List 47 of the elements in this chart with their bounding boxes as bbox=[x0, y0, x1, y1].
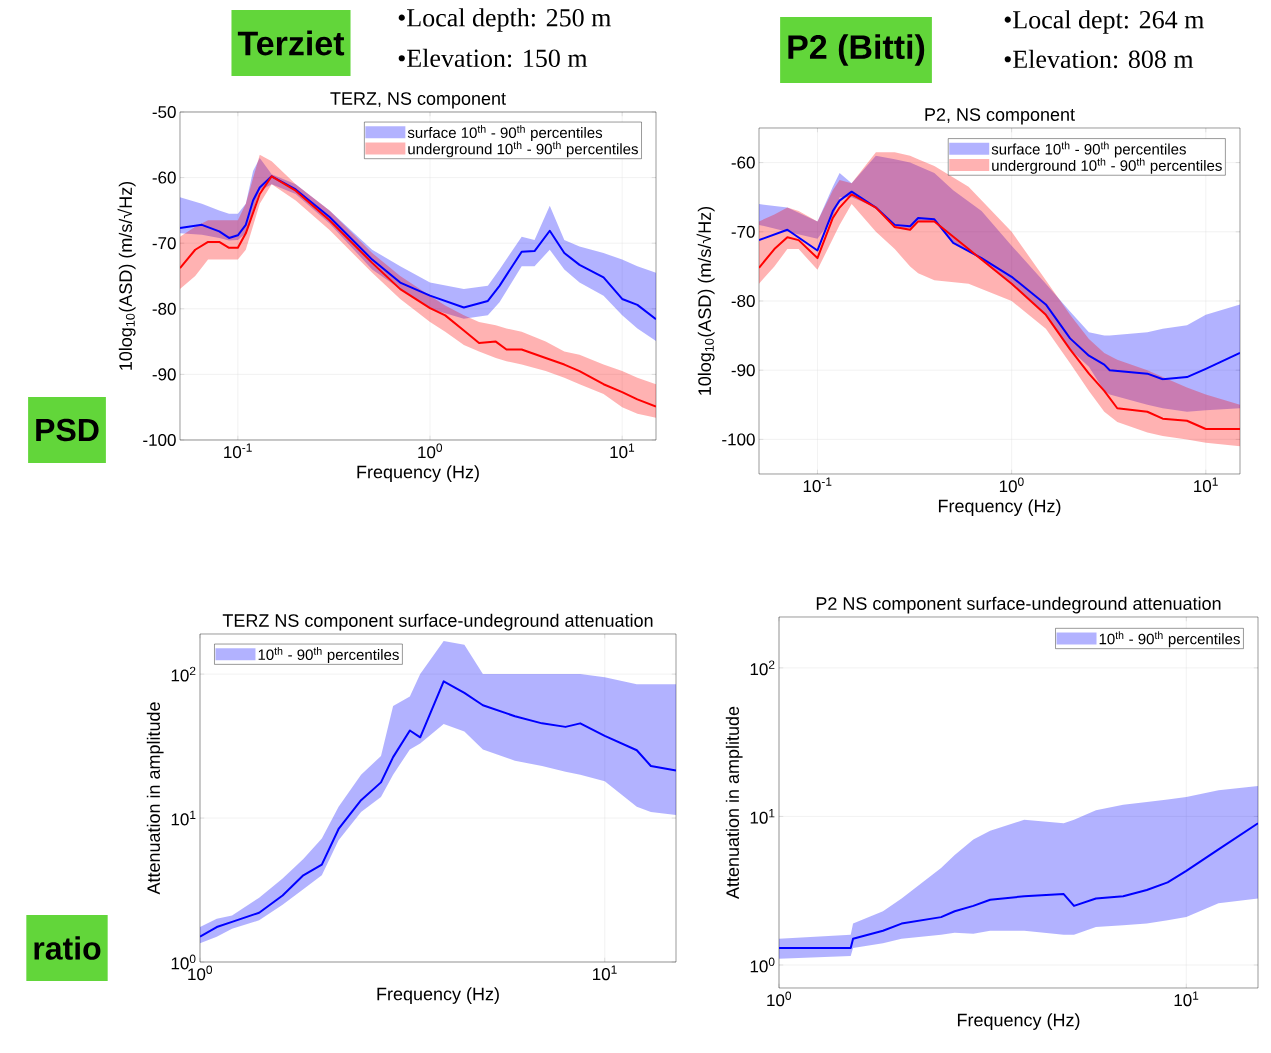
text: P2 (Bitti) bbox=[788, 34, 925, 66]
legend-label: 10$^{th}$ - 90$^{th}$ percentiles bbox=[1099, 631, 1240, 648]
y-tick-label: -50 bbox=[152, 105, 176, 119]
text: •Elevation: 808 m bbox=[1004, 49, 1194, 69]
y-tick-label: -100 bbox=[722, 433, 755, 446]
y-tick-label: 10$^{2}$ bbox=[171, 666, 196, 682]
x-axis-title: Frequency (Hz) bbox=[957, 1013, 1080, 1030]
y-axis-title: Attenuation in amplitude bbox=[146, 702, 164, 895]
y-tick-label: 10$^{2}$ bbox=[750, 660, 775, 676]
chart-title: P2, NS component bbox=[925, 108, 1075, 125]
legend-label: underground 10$^{th}$ - 90$^{th}$ percentiles bbox=[408, 141, 638, 158]
y-axis-title: 10log$_{10}$(ASD) (m/s/√Hz) bbox=[117, 181, 136, 370]
x-tick-label: 10$^{0}$ bbox=[999, 477, 1024, 493]
y-tick-label: -70 bbox=[731, 225, 755, 238]
y-tick-label: -100 bbox=[143, 433, 176, 447]
legend-label: 10$^{th}$ - 90$^{th}$ percentiles bbox=[258, 647, 399, 663]
y-tick-label: -90 bbox=[731, 364, 755, 377]
x-tick-label: 10$^{-1}$ bbox=[224, 443, 252, 459]
text: •Elevation: 150 m bbox=[398, 48, 588, 68]
x-tick-label: 10$^{-1}$ bbox=[803, 477, 832, 493]
text: •Local dept: 264 m bbox=[1004, 10, 1204, 34]
x-axis-title: Frequency (Hz) bbox=[938, 499, 1061, 516]
x-tick-label: 10$^{1}$ bbox=[610, 443, 635, 459]
y-axis-title: 10log$_{10}$(ASD) (m/s/√Hz) bbox=[696, 206, 715, 395]
text: •Local depth: 250 m bbox=[398, 8, 611, 32]
y-tick-label: 10$^{1}$ bbox=[750, 809, 775, 824]
chart-title: TERZ NS component surface-undeground attenuation bbox=[222, 613, 653, 631]
text: PSD bbox=[36, 418, 99, 442]
y-tick-label: -60 bbox=[152, 171, 176, 184]
x-axis-title: Frequency (Hz) bbox=[377, 987, 499, 1004]
text: Terziet bbox=[237, 30, 345, 56]
y-tick-label: -80 bbox=[731, 294, 755, 308]
x-tick-label: 10$^{1}$ bbox=[1194, 477, 1218, 493]
legend-label: surface 10$^{th}$ - 90$^{th}$ percentiles bbox=[991, 141, 1186, 158]
y-tick-label: -60 bbox=[731, 156, 755, 169]
chart-title: P2 NS component surface-undeground attenuation bbox=[816, 596, 1221, 614]
legend-label: surface 10$^{th}$ - 90$^{th}$ percentiles bbox=[407, 125, 603, 141]
y-tick-label: -90 bbox=[152, 368, 176, 381]
legend-label: underground 10$^{th}$ - 90$^{th}$ percentiles bbox=[992, 157, 1222, 174]
y-tick-label: 10$^{1}$ bbox=[171, 810, 196, 826]
x-axis-title: Frequency (Hz) bbox=[357, 465, 479, 482]
y-axis-title: Attenuation in amplitude bbox=[725, 706, 743, 900]
text: ratio bbox=[34, 936, 101, 960]
x-tick-label: 10$^{0}$ bbox=[418, 443, 443, 459]
y-tick-label: -80 bbox=[152, 302, 176, 315]
chart-title: TERZ, NS component bbox=[330, 92, 506, 109]
y-tick-label: -70 bbox=[152, 237, 176, 250]
